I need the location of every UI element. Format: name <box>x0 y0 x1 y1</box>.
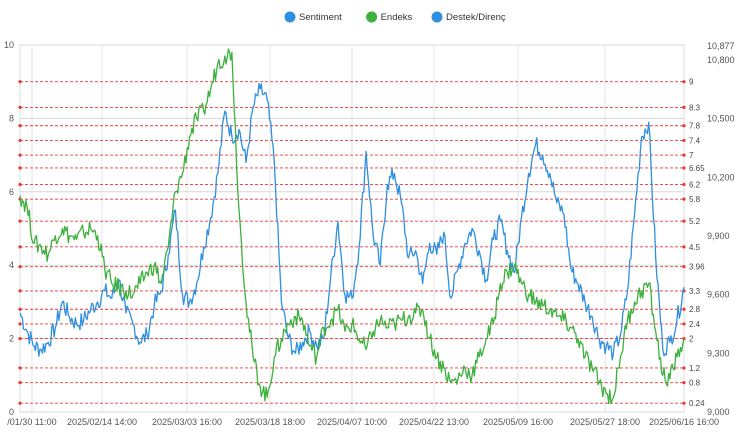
level-dot-right <box>682 401 686 405</box>
legend-item: Sentiment <box>284 11 342 23</box>
level-label: 5.2 <box>689 217 701 226</box>
x-tick-label: 2025/06/16 16:00 <box>649 417 719 427</box>
level-dot-left <box>18 401 22 405</box>
series-line-sentiment <box>19 82 685 361</box>
level-dot-left <box>18 138 22 143</box>
level-dot-left <box>18 381 22 385</box>
y-right-tick-label: 10,200 <box>707 172 735 182</box>
y-left-tick-label: 4 <box>9 260 14 270</box>
level-dot-left <box>18 80 22 84</box>
level-dot-left <box>18 182 22 187</box>
level-label: 0.24 <box>689 399 705 408</box>
level-label: 6.65 <box>689 164 705 173</box>
level-dot-right <box>682 366 686 370</box>
level-label: 5.8 <box>689 195 701 204</box>
y-left-tick-label: 8 <box>9 113 14 123</box>
level-label: 7.4 <box>689 136 701 145</box>
level-label: 2.4 <box>689 320 701 329</box>
legend-item: Destek/Direnç <box>431 11 506 23</box>
level-dot-right <box>682 153 686 157</box>
level-dot-right <box>682 307 686 311</box>
x-tick-label: 2025/02/14 14:00 <box>67 417 137 427</box>
legend-label: Endeks <box>381 12 413 23</box>
level-dot-left <box>18 245 22 249</box>
y-left-tick-label: 2 <box>9 334 14 344</box>
level-dot-left <box>18 322 22 326</box>
axes: /01/30 11:00 2025/02/14 14:00 2025/03/03 1… <box>4 40 735 427</box>
support-resistance-levels: 0.24 0.8 1.2 2 2.4 2.8 3.3 3.96 4.5 5.2 5.8 6.2 6.65… <box>18 78 705 408</box>
level-label: 6.2 <box>689 180 701 189</box>
level-dot-right <box>682 124 686 128</box>
level-dot-right <box>682 138 686 143</box>
level-dot-left <box>18 166 22 170</box>
level-dot-right <box>682 197 686 201</box>
level-dot-left <box>18 265 22 269</box>
level-dot-right <box>682 219 686 223</box>
level-dot-right <box>682 265 686 269</box>
level-label: 1.2 <box>689 364 701 373</box>
series-line-endeks <box>19 48 685 405</box>
level-dot-left <box>18 337 22 341</box>
level-label: 2.8 <box>689 305 701 314</box>
level-dot-right <box>682 381 686 385</box>
level-label: 0.8 <box>689 379 701 388</box>
x-tick-label: 2025/03/18 18:00 <box>235 417 305 427</box>
level-dot-left <box>18 124 22 128</box>
legend-swatch <box>366 11 378 23</box>
y-left-tick-label: 0 <box>9 407 14 417</box>
level-dot-left <box>18 105 22 109</box>
level-dot-left <box>18 153 22 157</box>
level-label: 7.8 <box>689 122 701 131</box>
y-left-tick-label: 6 <box>9 187 14 197</box>
level-label: 3.3 <box>689 287 701 296</box>
level-label: 8.3 <box>689 103 701 112</box>
level-dot-left <box>18 289 22 293</box>
y-left-tick-label: 10 <box>4 40 14 50</box>
y-right-tick-label: 10,500 <box>707 114 735 124</box>
y-right-tick-label: 9,000 <box>707 407 730 417</box>
legend: Sentiment Endeks Destek/Direnç <box>284 11 506 23</box>
grid <box>19 44 685 413</box>
level-label: 7 <box>689 151 694 160</box>
legend-label: Sentiment <box>299 12 342 23</box>
legend-swatch <box>431 11 443 23</box>
y-right-tick-label: 10,877 <box>707 41 735 51</box>
level-dot-right <box>682 182 686 187</box>
level-label: 3.96 <box>689 263 705 272</box>
level-dot-left <box>18 366 22 370</box>
level-dot-left <box>18 307 22 311</box>
legend-swatch <box>284 11 296 23</box>
x-tick-label: 2025/04/07 10:00 <box>317 417 387 427</box>
x-tick-label: 2025/05/09 16:00 <box>483 417 553 427</box>
level-label: 4.5 <box>689 243 701 252</box>
y-right-tick-label: 9,600 <box>707 290 730 300</box>
level-dot-right <box>682 322 686 326</box>
legend-item: Endeks <box>366 11 413 23</box>
level-dot-right <box>682 166 686 170</box>
level-dot-right <box>682 105 686 109</box>
level-label: 9 <box>689 78 694 87</box>
series <box>19 48 685 405</box>
level-dot-right <box>682 80 686 84</box>
level-dot-left <box>18 219 22 223</box>
level-label: 2 <box>689 335 694 344</box>
x-tick-label: /01/30 11:00 <box>7 417 56 427</box>
y-right-tick-label: 9,300 <box>707 348 730 358</box>
x-tick-label: 2025/04/22 13:00 <box>399 417 469 427</box>
y-right-tick-label: 10,800 <box>707 55 735 65</box>
y-right-tick-label: 9,900 <box>707 231 730 241</box>
level-dot-right <box>682 245 686 249</box>
x-tick-label: 2025/05/27 18:00 <box>570 417 640 427</box>
legend-label: Destek/Direnç <box>446 12 506 23</box>
x-tick-label: 2025/03/03 16:00 <box>152 417 222 427</box>
